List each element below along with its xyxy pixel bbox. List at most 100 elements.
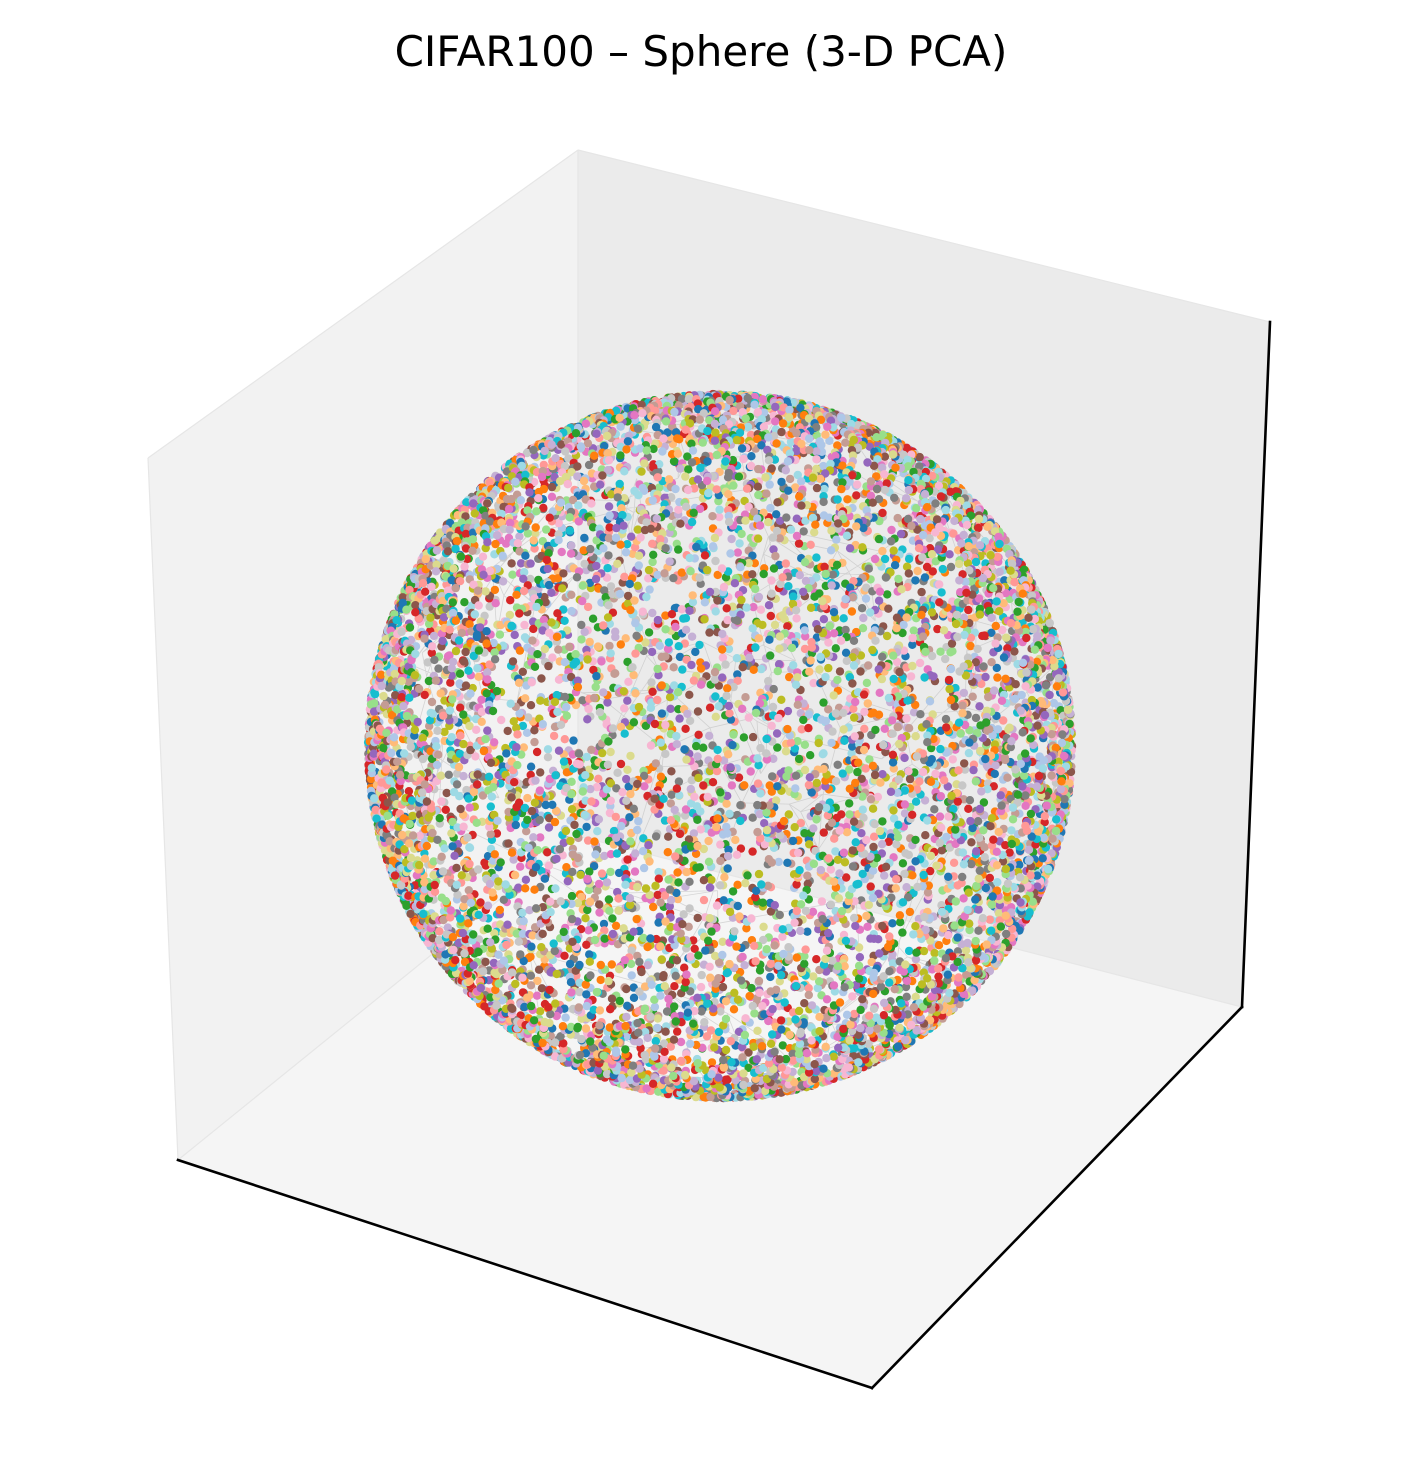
scatter-point bbox=[979, 798, 989, 807]
scatter-point bbox=[576, 870, 585, 879]
scatter-point bbox=[858, 805, 867, 814]
scatter-point bbox=[908, 640, 917, 649]
scatter-point bbox=[987, 628, 996, 637]
scatter-point bbox=[673, 868, 682, 877]
scatter-point bbox=[889, 814, 899, 823]
scatter-point bbox=[723, 615, 732, 625]
scatter-point bbox=[849, 704, 858, 713]
scatter-point bbox=[536, 833, 545, 842]
scatter-point bbox=[535, 1007, 545, 1016]
scatter-point bbox=[614, 906, 623, 915]
scatter-point bbox=[733, 901, 742, 911]
scatter-point bbox=[748, 847, 757, 856]
scatter-point bbox=[760, 819, 769, 828]
scatter-point bbox=[605, 808, 615, 818]
scatter-point bbox=[606, 582, 616, 591]
scatter-point bbox=[654, 918, 663, 927]
scatter-point bbox=[805, 840, 814, 849]
scatter-point bbox=[812, 553, 821, 562]
scatter-point bbox=[621, 634, 630, 643]
scatter-point bbox=[548, 507, 558, 516]
scatter-point bbox=[715, 505, 724, 514]
scatter-point bbox=[665, 693, 675, 702]
scatter-point bbox=[699, 876, 709, 885]
scatter-point bbox=[707, 875, 716, 885]
scatter-point bbox=[793, 470, 802, 480]
scatter-point bbox=[606, 747, 615, 757]
scatter-point bbox=[930, 805, 939, 814]
scatter-point bbox=[588, 614, 598, 623]
scatter-point bbox=[623, 540, 632, 549]
scatter-point bbox=[711, 712, 720, 721]
scatter-point bbox=[748, 813, 757, 822]
z-axis-line bbox=[1240, 320, 1272, 1009]
scatter-point bbox=[630, 543, 640, 552]
scatter-point bbox=[453, 769, 462, 778]
scatter-point bbox=[591, 682, 600, 692]
scatter-point bbox=[616, 540, 625, 549]
scatter-point bbox=[920, 796, 930, 805]
scatter-point bbox=[663, 644, 673, 654]
scatter-point bbox=[643, 1033, 652, 1043]
scatter-point bbox=[440, 727, 449, 737]
scatter-point bbox=[796, 900, 806, 909]
scatter-point bbox=[486, 802, 495, 811]
scatter-point bbox=[812, 955, 821, 964]
scatter-point bbox=[548, 800, 557, 809]
scatter-point bbox=[878, 546, 887, 556]
scatter-point bbox=[685, 716, 695, 725]
scatter-point bbox=[526, 574, 535, 584]
scatter-point bbox=[937, 588, 946, 597]
scatter-point bbox=[697, 970, 706, 980]
scatter-point bbox=[894, 574, 903, 584]
scatter-point bbox=[722, 799, 731, 808]
scatter-points bbox=[363, 389, 1077, 1103]
scatter-point bbox=[862, 678, 872, 688]
scatter-point bbox=[641, 638, 650, 647]
scatter-point bbox=[515, 709, 524, 718]
scatter-point bbox=[524, 713, 533, 722]
scatter-point bbox=[573, 898, 583, 908]
scatter-point bbox=[800, 765, 810, 775]
scatter-point bbox=[585, 950, 594, 959]
scatter-point bbox=[869, 1004, 879, 1013]
scatter-point bbox=[701, 946, 710, 955]
scatter-point bbox=[722, 969, 731, 978]
scatter-point bbox=[583, 715, 592, 724]
scatter-point bbox=[583, 602, 593, 612]
scatter-point bbox=[632, 631, 641, 640]
scatter-point bbox=[857, 829, 866, 838]
scatter-point bbox=[742, 924, 751, 933]
scatter-point bbox=[888, 959, 898, 968]
scatter-point bbox=[542, 525, 551, 534]
scatter-point bbox=[615, 965, 624, 974]
scatter-point bbox=[446, 678, 455, 687]
scatter-point bbox=[888, 919, 897, 928]
scatter-point bbox=[624, 782, 633, 791]
scatter-point bbox=[800, 644, 810, 654]
scatter-point bbox=[702, 1032, 712, 1041]
scatter-point bbox=[990, 769, 999, 779]
scatter-point bbox=[735, 539, 744, 548]
scatter-point bbox=[764, 676, 773, 686]
scatter-point bbox=[724, 644, 734, 654]
scatter-point bbox=[714, 496, 723, 506]
scatter-point bbox=[456, 703, 465, 712]
scatter-point bbox=[696, 825, 705, 834]
scatter-point bbox=[755, 966, 765, 975]
scatter-point bbox=[683, 452, 692, 461]
scatter-point bbox=[677, 568, 686, 577]
scatter-point bbox=[599, 919, 609, 929]
scatter-point bbox=[797, 725, 806, 734]
scatter-point bbox=[567, 606, 576, 616]
scatter-point bbox=[733, 880, 742, 889]
scatter-point bbox=[617, 821, 626, 831]
scatter-point bbox=[770, 941, 779, 950]
scatter-point bbox=[580, 627, 589, 637]
scatter-point bbox=[911, 732, 920, 741]
scatter-point bbox=[716, 1007, 725, 1016]
scatter-point bbox=[699, 743, 708, 752]
scatter-point bbox=[629, 670, 638, 680]
scatter-point bbox=[581, 914, 590, 923]
scatter-point bbox=[1003, 773, 1012, 782]
